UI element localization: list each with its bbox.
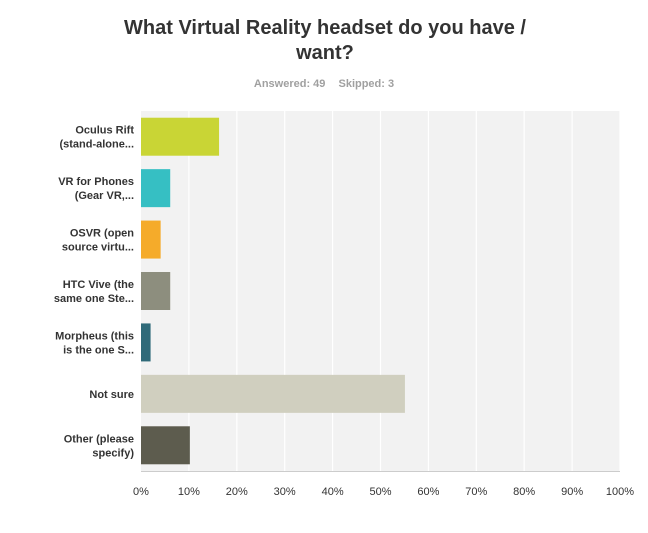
x-tick-label: 100%	[606, 486, 634, 498]
x-tick-label: 0%	[133, 486, 149, 498]
bar	[141, 272, 171, 310]
category-label: HTC Vive (the	[63, 279, 134, 291]
category-label: (Gear VR,...	[75, 190, 134, 202]
category-label: Other (please	[64, 433, 134, 445]
bar	[141, 169, 171, 208]
category-label: same one Ste...	[54, 293, 134, 305]
bars	[141, 117, 405, 465]
bar	[141, 426, 190, 465]
x-tick-label: 40%	[322, 486, 344, 498]
response-summary: Answered: 49 Skipped: 3	[0, 78, 648, 90]
x-tick-label: 30%	[274, 486, 296, 498]
category-label: (stand-alone...	[59, 139, 134, 151]
x-tick-label: 90%	[561, 486, 583, 498]
category-label: OSVR (open	[70, 228, 134, 240]
category-label: VR for Phones	[58, 176, 134, 188]
skipped-count: Skipped: 3	[338, 78, 395, 90]
category-label: Oculus Rift	[75, 125, 134, 137]
category-label: source virtu...	[62, 242, 134, 254]
x-tick-labels: 0% 10% 20% 30% 40% 50% 60% 70% 80% 90% 100%	[133, 486, 634, 498]
category-label: Not sure	[89, 389, 134, 401]
x-tick-label: 70%	[465, 486, 487, 498]
x-tick-label: 50%	[369, 486, 391, 498]
chart-title: What Virtual Reality headset do you have…	[124, 17, 526, 64]
category-label: is the one S...	[63, 344, 134, 356]
answered-count: Answered: 49	[253, 78, 326, 90]
x-tick-label: 80%	[513, 486, 535, 498]
category-label: specify)	[92, 447, 134, 459]
category-labels: Oculus Rift (stand-alone... VR for Phones (…	[54, 125, 134, 460]
category-label: Morpheus (this	[55, 330, 134, 342]
bar	[141, 220, 161, 259]
bar	[141, 374, 405, 413]
x-tick-label: 20%	[226, 486, 248, 498]
x-tick-label: 10%	[178, 486, 200, 498]
bar	[141, 323, 151, 362]
x-tick-label: 60%	[417, 486, 439, 498]
bar	[141, 117, 220, 156]
